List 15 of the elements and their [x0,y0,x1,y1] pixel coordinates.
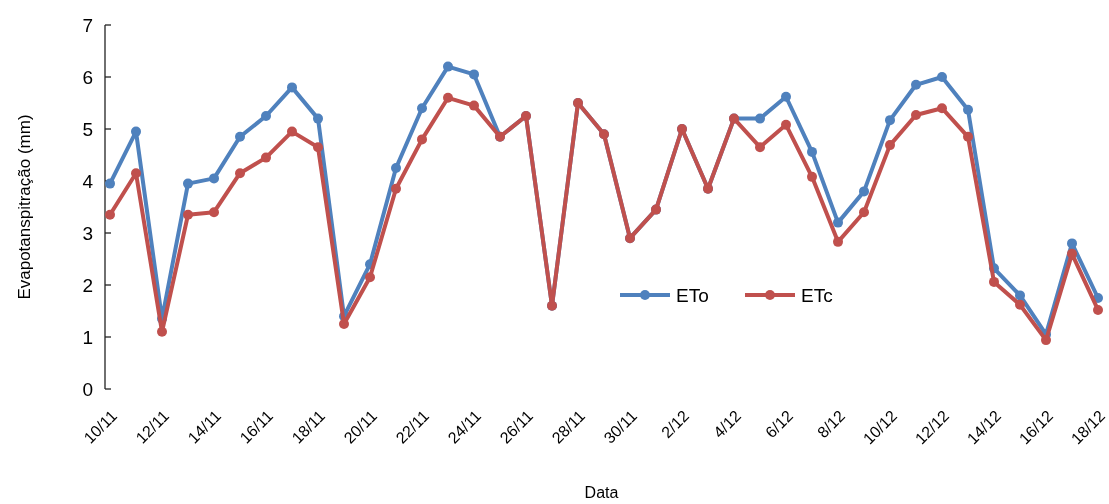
x-tick-label: 4/12 [710,407,745,442]
y-tick-label: 4 [82,170,94,192]
y-tick-label: 3 [82,222,93,244]
legend-label: ETo [676,284,709,306]
y-tick-label: 6 [82,66,93,88]
y-tick-label: 5 [82,118,93,140]
x-axis-title: Data [584,484,619,501]
x-tick-label: 8/12 [814,407,849,442]
y-axis-title: Evapotanspitração (mm) [15,114,34,300]
y-tick-label: 1 [82,326,93,348]
x-tick-label: 6/12 [762,407,797,442]
y-tick-label: 7 [82,14,93,36]
legend-label: ETc [801,284,833,306]
y-tick-label: 0 [82,378,93,400]
y-tick-label: 2 [82,274,93,296]
